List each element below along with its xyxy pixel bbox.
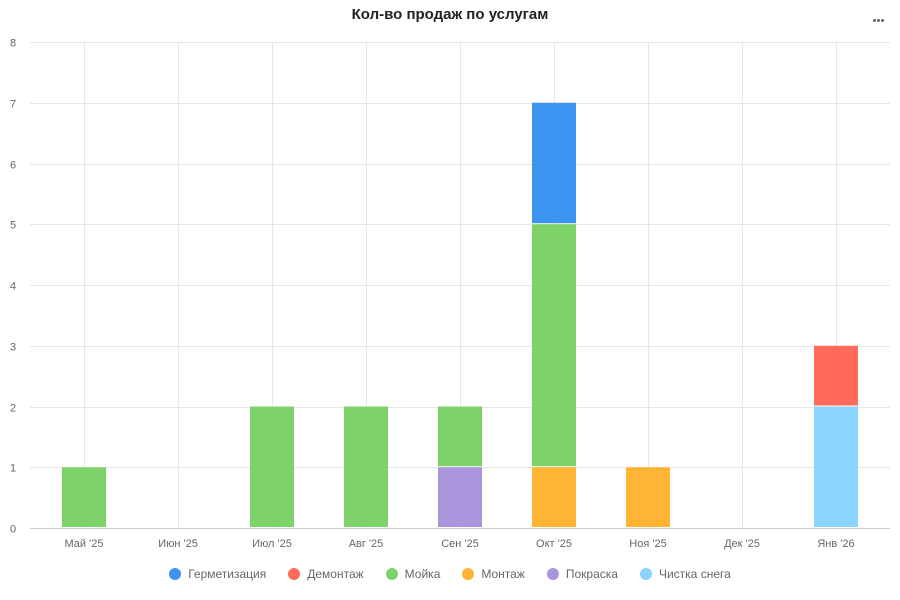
legend-item[interactable]: Мойка	[385, 567, 441, 581]
bar-segment[interactable]	[626, 467, 670, 527]
y-tick-label: 7	[10, 99, 16, 111]
x-tick-label: Май '25	[65, 538, 104, 550]
legend-label: Покраска	[565, 567, 618, 581]
legend-item[interactable]: Герметизация	[169, 567, 266, 581]
bar-segment[interactable]	[532, 467, 576, 527]
legend-marker	[385, 568, 398, 580]
legend-marker	[639, 568, 652, 580]
legend-label: Чистка снега	[658, 567, 731, 581]
legend-item[interactable]: Монтаж	[462, 567, 525, 581]
y-tick-label: 6	[10, 160, 16, 172]
bar-segment[interactable]	[532, 224, 576, 467]
bar-segment[interactable]	[532, 102, 576, 224]
legend-marker	[169, 568, 182, 580]
chart-title: Кол-во продаж по услугам	[351, 6, 549, 23]
x-tick-label: Дек '25	[724, 538, 760, 550]
y-tick-label: 4	[10, 281, 16, 293]
legend: Герметизация Демонтаж Мойка Монтаж Покраска Ч…	[0, 564, 900, 584]
x-tick-label: Сен '25	[441, 538, 479, 550]
y-tick-label: 0	[10, 524, 16, 536]
legend-item[interactable]: Чистка снега	[639, 567, 731, 581]
y-tick-label: 8	[10, 38, 16, 50]
legend-marker	[546, 568, 559, 580]
y-tick-label: 3	[10, 342, 16, 354]
bar-segment[interactable]	[814, 345, 858, 406]
y-axis-ticks: 0 1 2 3 4 5 6 7 8	[10, 38, 16, 536]
bars	[62, 102, 858, 528]
x-tick-label: Июн '25	[158, 538, 198, 550]
x-tick-label: Июл '25	[252, 538, 292, 550]
legend-marker	[462, 568, 475, 580]
x-tick-label: Янв '26	[817, 538, 854, 550]
legend-marker	[288, 568, 301, 580]
x-tick-label: Окт '25	[536, 538, 572, 550]
x-axis-ticks: Май '25 Июн '25 Июл '25 Авг '25 Сен '25 Окт '…	[65, 538, 855, 550]
y-tick-label: 2	[10, 403, 16, 415]
legend-label: Герметизация	[188, 567, 267, 581]
x-tick-label: Авг '25	[349, 538, 384, 550]
legend-label: Монтаж	[481, 567, 525, 581]
bar-segment[interactable]	[814, 406, 858, 528]
chart-plot: 0 1 2 3 4 5 6 7 8 Май '25 Июн '25 Июл '25 Авг '25 Се…	[10, 38, 890, 550]
bar-segment[interactable]	[438, 406, 482, 467]
legend-label: Мойка	[404, 567, 441, 581]
legend-item[interactable]: Демонтаж	[288, 567, 364, 581]
x-tick-label: Ноя '25	[629, 538, 666, 550]
bar-segment[interactable]	[438, 467, 482, 527]
y-tick-label: 1	[10, 463, 16, 475]
legend-label: Демонтаж	[307, 567, 364, 581]
bar-segment[interactable]	[250, 406, 294, 528]
legend-item[interactable]: Покраска	[546, 567, 618, 581]
y-tick-label: 5	[10, 220, 16, 232]
more-horizontal-icon	[872, 12, 884, 29]
chart-menu-button[interactable]	[866, 12, 890, 30]
bar-segment[interactable]	[344, 406, 388, 528]
bar-segment[interactable]	[62, 467, 106, 527]
